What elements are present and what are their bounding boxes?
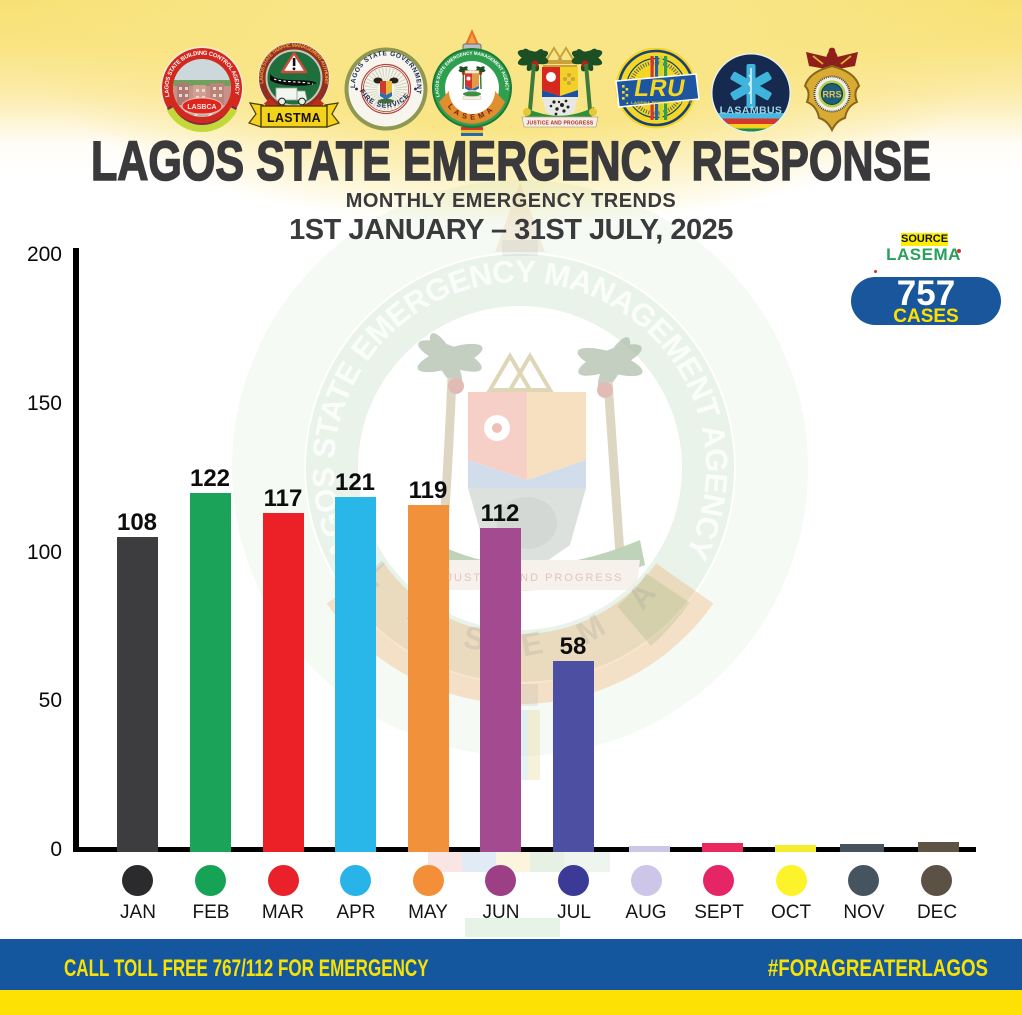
- svg-text:RRS: RRS: [822, 90, 841, 100]
- svg-text:LRU: LRU: [632, 75, 688, 102]
- svg-text:LASTMA: LASTMA: [267, 111, 321, 125]
- svg-text:LASBCA: LASBCA: [187, 104, 216, 111]
- svg-text:JUSTICE AND PROGRESS: JUSTICE AND PROGRESS: [447, 572, 624, 584]
- svg-text:LASAMBUS: LASAMBUS: [720, 105, 783, 117]
- svg-text:▲ LASEMA RESPONSE UNITS: ▲ LASEMA RESPONSE UNITS: [625, 100, 692, 105]
- svg-text:JUSTICE AND PROGRESS: JUSTICE AND PROGRESS: [527, 121, 594, 127]
